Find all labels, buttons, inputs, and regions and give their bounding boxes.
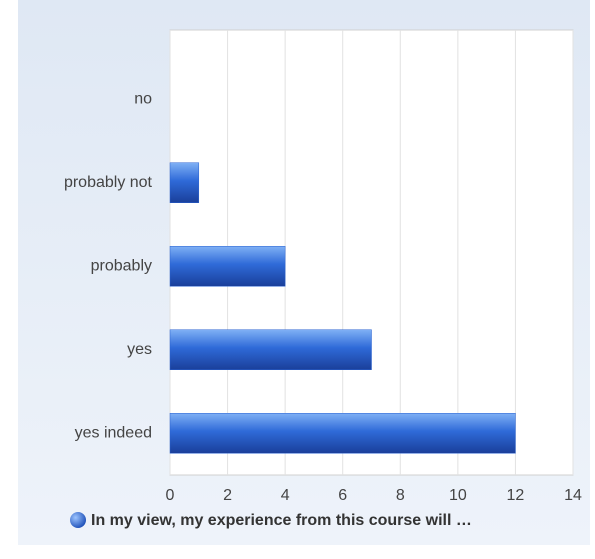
- x-tick-label: 14: [564, 487, 582, 504]
- x-tick-label: 8: [396, 487, 405, 504]
- y-tick-label: yes indeed: [75, 424, 152, 441]
- bar: [169, 162, 200, 203]
- x-tick-label: 12: [507, 487, 525, 504]
- x-tick-label: 0: [166, 487, 175, 504]
- x-tick-label: 6: [338, 487, 347, 504]
- bar: [169, 413, 516, 454]
- y-tick-label: probably: [91, 257, 152, 274]
- bar: [169, 246, 286, 287]
- legend-label: In my view, my experience from this cour…: [91, 512, 472, 529]
- y-tick-label: no: [134, 90, 152, 107]
- bar: [169, 329, 372, 370]
- x-tick-label: 2: [223, 487, 232, 504]
- y-tick-label: probably not: [64, 174, 153, 191]
- x-tick-label: 4: [281, 487, 290, 504]
- y-tick-label: yes: [127, 341, 152, 358]
- legend-marker: [70, 512, 86, 528]
- x-tick-label: 10: [449, 487, 467, 504]
